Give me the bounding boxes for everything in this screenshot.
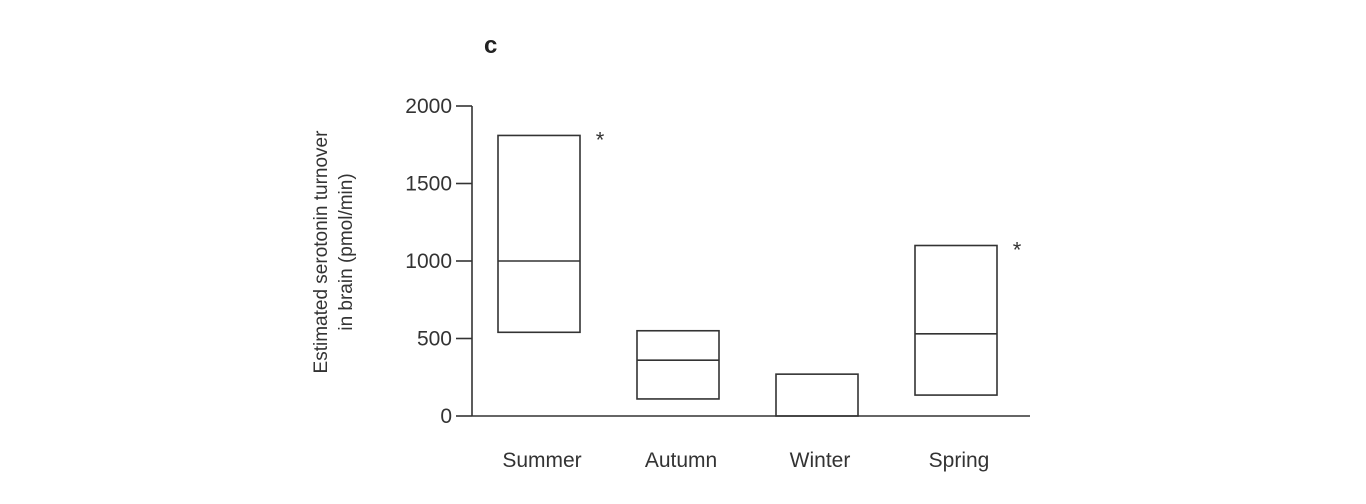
box-spring — [914, 244, 998, 396]
y-tick-label-2000: 2000 — [405, 95, 452, 118]
y-axis-title-line-2: in brain (pmol/min) — [336, 173, 357, 330]
y-tick-label-1500: 1500 — [405, 173, 452, 196]
category-label-winter: Winter — [790, 449, 851, 472]
box-autumn — [636, 329, 720, 400]
category-label-summer: Summer — [502, 449, 581, 472]
y-tick-label-500: 500 — [417, 328, 452, 351]
y-tick-label-0: 0 — [440, 405, 452, 428]
category-label-autumn: Autumn — [645, 449, 717, 472]
box-winter — [775, 373, 859, 417]
y-tick-label-1000: 1000 — [405, 250, 452, 273]
significance-summer: * — [596, 127, 605, 152]
significance-spring: * — [1013, 238, 1022, 263]
panel-label: c — [484, 32, 497, 59]
category-label-spring: Spring — [929, 449, 990, 472]
y-ticks: 0 500 1000 1500 2000 — [405, 95, 472, 428]
y-axis-title-line-1: Estimated serotonin turnover — [311, 130, 332, 374]
category-labels: Summer Autumn Winter Spring — [502, 449, 989, 472]
box-summer — [497, 134, 581, 334]
boxes: ** — [497, 127, 1022, 417]
y-axis-title: Estimated serotonin turnover in brain (p… — [311, 130, 357, 374]
